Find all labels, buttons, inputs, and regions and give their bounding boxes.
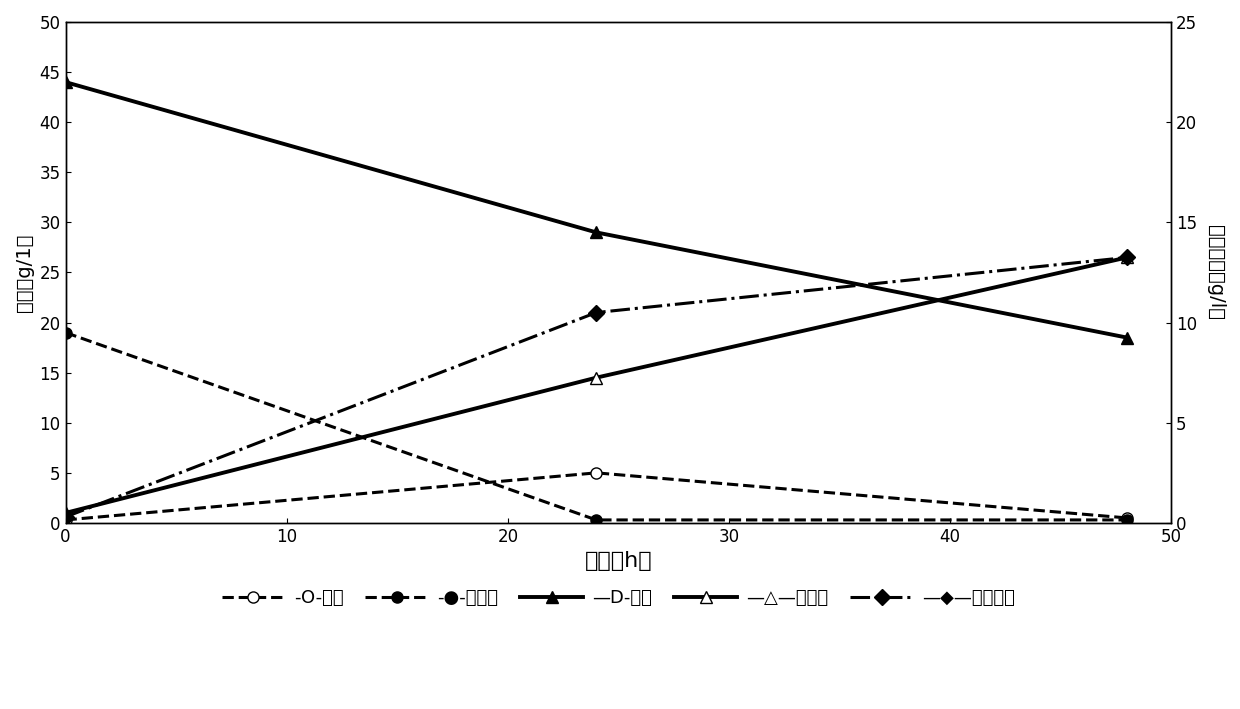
- Legend: -O-乙醇, -●-葡萄糖, —D-木糖, —△—木糖醇, —◆—细胞干重: -O-乙醇, -●-葡萄糖, —D-木糖, —△—木糖醇, —◆—细胞干重: [215, 581, 1022, 614]
- Y-axis label: 浓度（g/1）: 浓度（g/1）: [15, 233, 33, 312]
- Y-axis label: 细胞干重（g/l）: 细胞干重（g/l）: [1207, 225, 1225, 320]
- X-axis label: 时间（h）: 时间（h）: [584, 552, 652, 571]
